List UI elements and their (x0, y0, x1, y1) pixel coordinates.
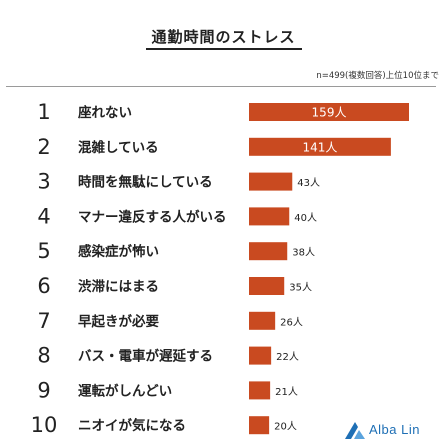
rank-label: 8 (37, 344, 50, 368)
bar (249, 381, 271, 400)
value-label: 20人 (274, 421, 297, 433)
category-label: 時間を無駄にしている (78, 174, 213, 191)
title-underline (146, 48, 302, 50)
category-label: 感染症が怖い (78, 243, 159, 260)
category-label: バス・電車が遅延する (78, 348, 213, 365)
category-label: ニオイが気になる (78, 417, 186, 434)
rank-label: 1 (37, 100, 50, 124)
brand-logo: Alba Lin (343, 419, 443, 441)
rank-label: 7 (37, 309, 50, 333)
category-label: マナー違反する人がいる (78, 208, 227, 225)
value-label: 22人 (276, 351, 299, 363)
value-label: 21人 (275, 386, 298, 398)
rank-label: 3 (37, 170, 50, 194)
sample-note: n=499(複数回答)上位10位まで (316, 71, 439, 81)
bar (249, 346, 272, 365)
rank-label: 10 (31, 413, 58, 437)
category-label: 渋滞にはまる (78, 278, 159, 295)
category-label: 混雑している (78, 139, 159, 156)
category-label: 座れない (78, 104, 132, 121)
value-label: 38人 (292, 247, 315, 259)
brand-name: Alba Lin (369, 422, 420, 437)
value-label: 141人 (302, 140, 337, 154)
rank-label: 9 (37, 378, 50, 402)
bar (249, 137, 391, 156)
bar (249, 416, 270, 435)
header-divider (6, 86, 436, 87)
rank-label: 2 (37, 135, 50, 159)
bar (249, 103, 409, 121)
value-label: 159人 (312, 106, 347, 120)
value-label: 35人 (289, 282, 312, 294)
value-label: 43人 (297, 177, 320, 189)
bar (249, 311, 276, 330)
rank-label: 5 (37, 239, 50, 263)
alba-logo-icon (345, 422, 365, 439)
value-label: 40人 (294, 212, 317, 224)
rank-label: 6 (37, 274, 50, 298)
category-label: 運転がしんどい (78, 382, 172, 399)
rank-label: 4 (37, 204, 50, 228)
bar (249, 207, 290, 226)
bar (249, 242, 288, 261)
bar (249, 172, 293, 191)
value-label: 26人 (280, 316, 303, 328)
chart-title: 通勤時間のストレス (151, 28, 296, 46)
bar (249, 277, 285, 295)
category-label: 早起きが必要 (78, 313, 159, 330)
